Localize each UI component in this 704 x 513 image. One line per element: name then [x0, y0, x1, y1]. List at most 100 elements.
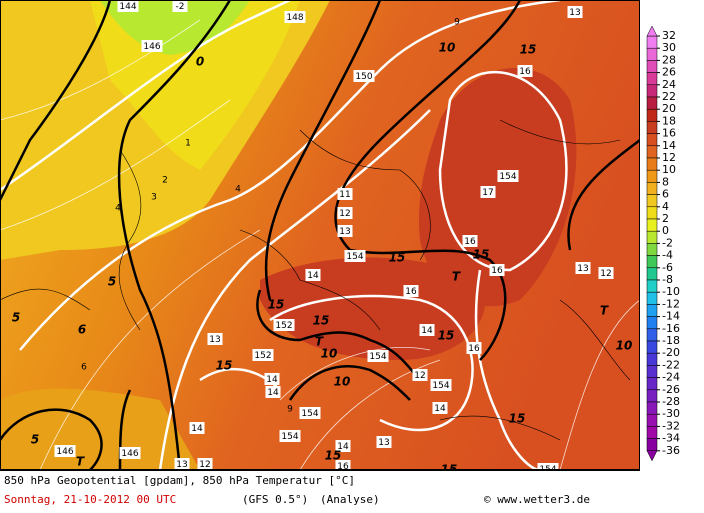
contour-label: 10 [616, 339, 633, 353]
colorbar-label: -14 [662, 310, 680, 323]
footer-credit: © www.wetter3.de [484, 493, 590, 506]
label-box [412, 369, 428, 381]
colorbar-cell [646, 377, 658, 391]
colorbar-cell [646, 255, 658, 269]
colorbar-label: -36 [662, 444, 680, 457]
colorbar-label: 14 [662, 139, 676, 152]
colorbar-cell [646, 60, 658, 73]
contour-label: 5 [31, 433, 39, 447]
label-box [305, 269, 321, 281]
colorbar-label: 32 [662, 29, 676, 42]
map-label: 4 [235, 185, 241, 195]
map-label: 13 [378, 438, 389, 448]
map-label: 14 [434, 404, 446, 414]
label-box [489, 264, 505, 276]
label-box [54, 445, 76, 457]
colorbar-cell [646, 316, 658, 330]
colorbar-cell [646, 279, 658, 293]
colorbar-cell [646, 35, 658, 49]
colorbar-label: 20 [662, 102, 676, 115]
map-label: 13 [569, 8, 580, 18]
colorbar-cell [646, 401, 658, 415]
label-box [367, 350, 389, 362]
label-box [598, 267, 614, 279]
colorbar-label: -28 [662, 395, 680, 408]
label-box [273, 319, 295, 331]
colorbar-label: 28 [662, 53, 676, 66]
contour-label: 15 [473, 248, 490, 262]
isotherms [0, 0, 566, 470]
map-label: -2 [176, 2, 185, 12]
contour-label: 15 [389, 251, 406, 265]
colorbar-cell [646, 389, 658, 403]
contour-label: 15 [216, 359, 233, 373]
colorbar-label: 0 [662, 224, 669, 237]
map-label: 17 [482, 188, 493, 198]
label-box [432, 402, 448, 414]
map-label: 146 [143, 42, 160, 52]
colorbar-cell [646, 218, 658, 232]
map-label: 13 [176, 460, 187, 470]
label-box [497, 170, 519, 182]
colorbar-label: -22 [662, 358, 680, 371]
map-label: 2 [162, 176, 168, 186]
label-box [335, 440, 351, 452]
label-box [403, 285, 419, 297]
colorbar-cell [646, 182, 658, 195]
contour-label: 15 [438, 329, 455, 343]
label-box [462, 235, 478, 247]
map-label: 6 [81, 363, 87, 373]
contour-label: 15 [325, 449, 342, 463]
colorbar-label: -10 [662, 285, 680, 298]
colorbar-label: -2 [662, 236, 673, 249]
label-box [299, 407, 321, 419]
colorbar-label: -26 [662, 383, 680, 396]
colorbar-cell [646, 352, 658, 366]
colorbar-cell [646, 72, 658, 86]
contour-label: 15 [509, 412, 526, 426]
colorbar-label: 16 [662, 127, 676, 140]
contour-label: 5 [108, 275, 116, 289]
colorbar-cell [646, 133, 658, 147]
colorbar-cell [646, 145, 658, 159]
footer-date: Sonntag, 21-10-2012 00 UTC [4, 493, 176, 506]
map-label: 12 [199, 460, 210, 470]
map-label: 16 [468, 344, 480, 354]
colorbar-cell [646, 365, 658, 378]
colorbar-cell [646, 121, 658, 134]
label-box [337, 188, 353, 200]
map-label: 13 [577, 264, 588, 274]
colorbar-label: 30 [662, 41, 676, 54]
hot-zone [419, 67, 577, 307]
map-label: 14 [191, 424, 203, 434]
colorbar-label: 18 [662, 114, 676, 127]
map-label: 152 [254, 351, 271, 361]
label-box [337, 225, 353, 237]
colorbar-cell [646, 157, 658, 171]
map-label: 14 [421, 326, 433, 336]
map-label: 148 [286, 13, 303, 23]
footer-run: (Analyse) [320, 493, 380, 506]
map-label: 11 [339, 190, 350, 200]
map-label: 154 [499, 172, 516, 182]
colorbar-label: -4 [662, 249, 673, 262]
label-box [517, 65, 533, 77]
map-label: 16 [519, 67, 531, 77]
label-box [537, 463, 559, 470]
map-label: 13 [209, 335, 220, 345]
label-box [207, 333, 223, 345]
colorbar-cell [646, 194, 658, 208]
contour-label: T [76, 455, 85, 469]
label-box [353, 70, 375, 82]
cold-zone [100, 0, 250, 55]
label-box [197, 458, 213, 470]
label-box [567, 6, 583, 18]
colorbar-label: 2 [662, 212, 669, 225]
label-box [284, 11, 306, 23]
map-label: 150 [355, 72, 372, 82]
colorbar-label: 22 [662, 90, 676, 103]
map-frame [0, 0, 640, 470]
geopotential-contours [0, 0, 640, 470]
map-label: 4 [115, 204, 121, 214]
